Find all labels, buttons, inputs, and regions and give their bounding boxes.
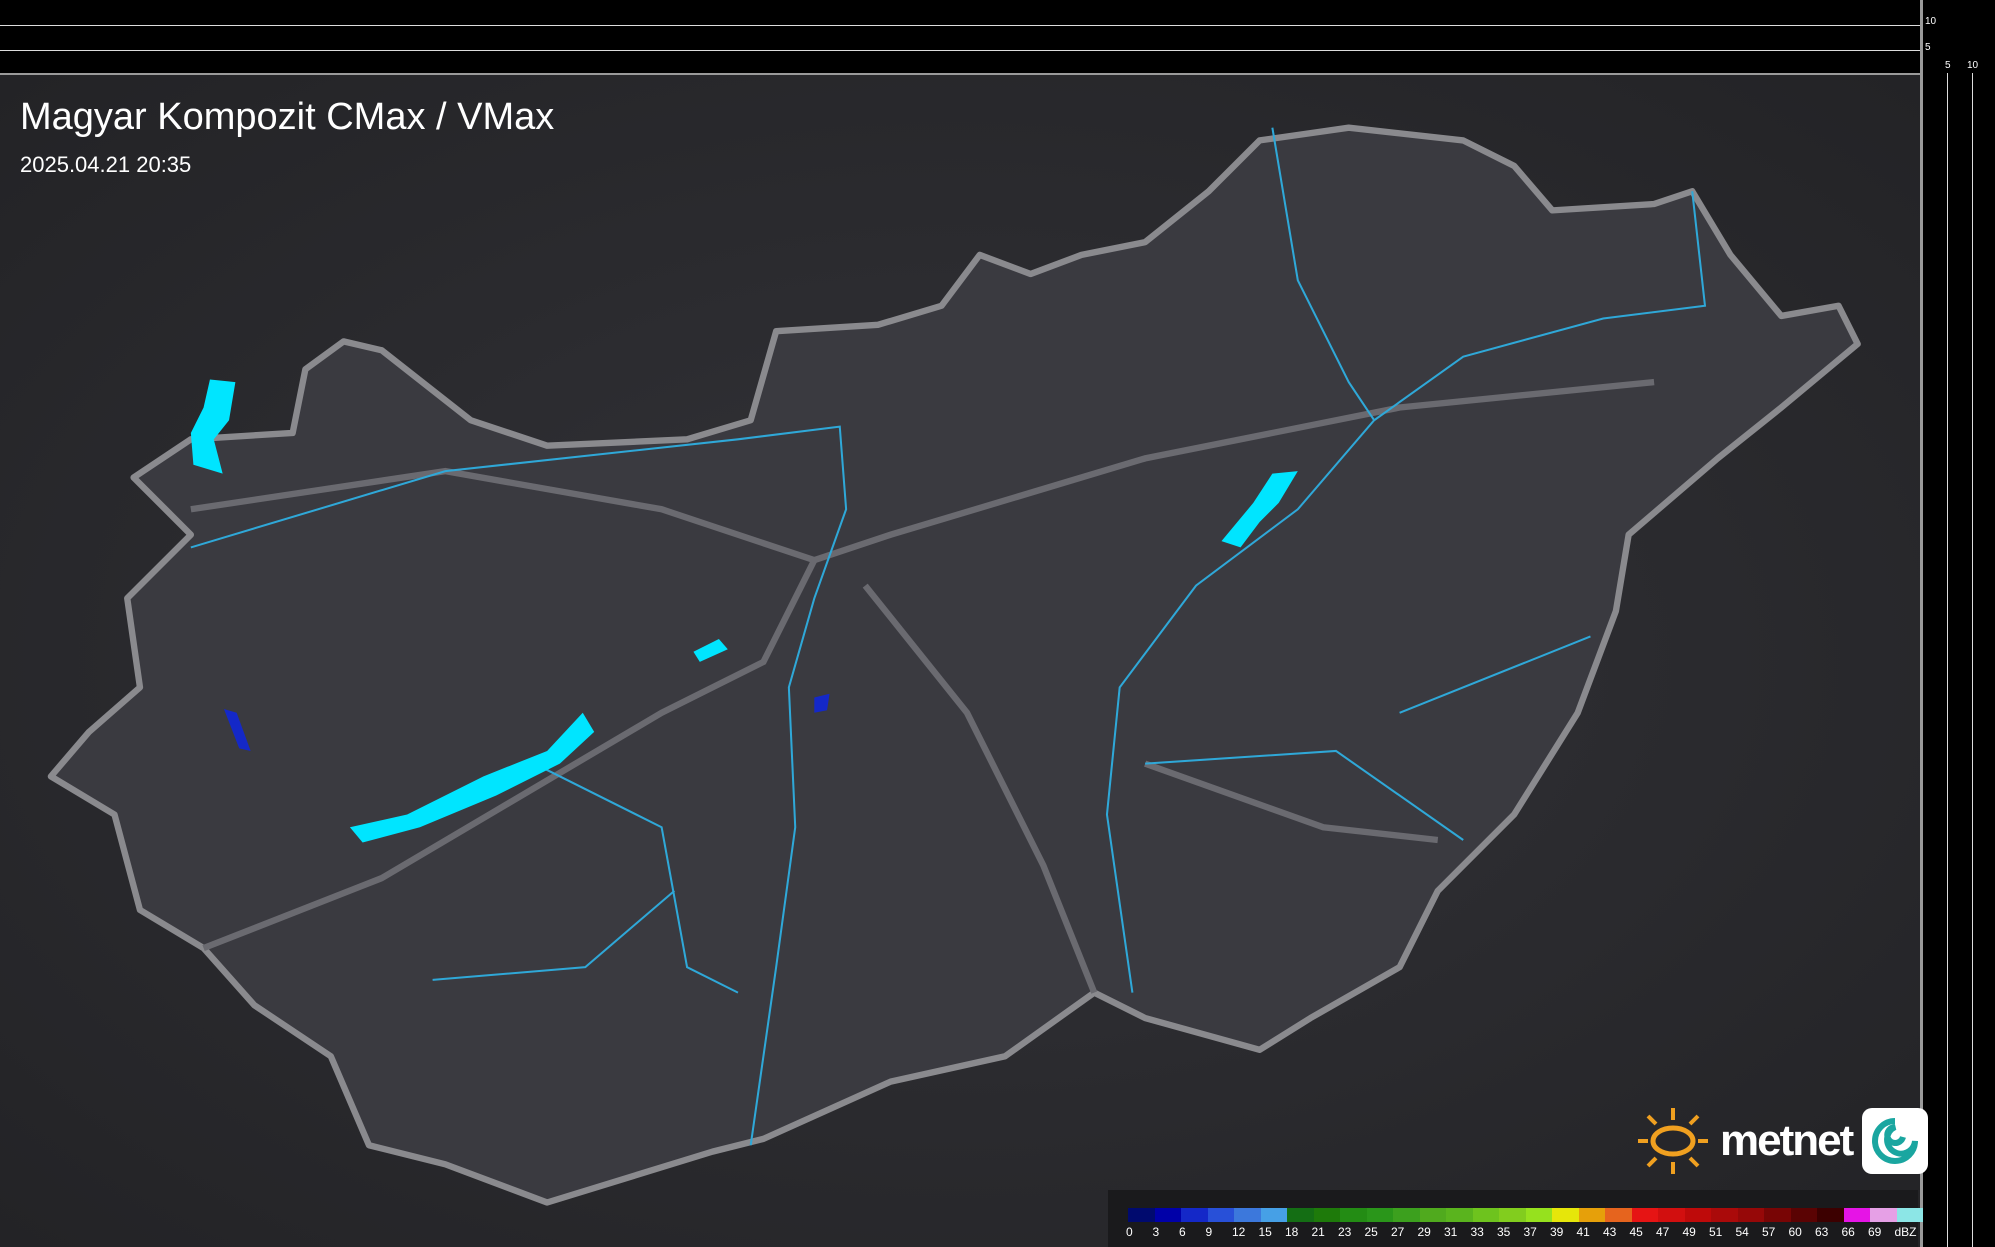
danube-river — [190, 425, 848, 1146]
legend-label: 12 — [1232, 1225, 1246, 1239]
legend-label: 60 — [1788, 1225, 1802, 1239]
legend-label: 49 — [1682, 1225, 1696, 1239]
right-tick-5: 5 — [1945, 60, 1951, 71]
legend-label: 43 — [1603, 1225, 1617, 1239]
precip-weak-1 — [223, 708, 251, 751]
legend-swatch — [1499, 1208, 1526, 1222]
legend-label: 0 — [1126, 1225, 1133, 1239]
legend-label: 47 — [1656, 1225, 1670, 1239]
precip-velence — [693, 639, 728, 662]
legend-label: 45 — [1629, 1225, 1643, 1239]
legend-label: 15 — [1258, 1225, 1272, 1239]
legend-swatches — [1128, 1208, 1923, 1222]
legend-label: 6 — [1179, 1225, 1186, 1239]
legend-label: 66 — [1841, 1225, 1855, 1239]
logo-text: metnet — [1720, 1116, 1854, 1165]
legend-label: 41 — [1576, 1225, 1590, 1239]
legend-swatch — [1128, 1208, 1155, 1222]
map-canvas — [0, 73, 1920, 1247]
precip-neusiedl — [190, 379, 236, 474]
dbz-legend: 0 3 6 9 12 15 18 21 23 25 27 29 31 33 35 37 39 41 43 45 47 49… — [1108, 1190, 1923, 1247]
map-title: Magyar Kompozit CMax / VMax — [20, 96, 555, 138]
legend-unit: dBZ — [1894, 1225, 1917, 1239]
legend-swatch — [1154, 1208, 1181, 1222]
legend-swatch — [1472, 1208, 1499, 1222]
legend-label: 31 — [1444, 1225, 1458, 1239]
top-tick-10: 10 — [1925, 16, 1937, 27]
legend-swatch — [1393, 1208, 1420, 1222]
legend-label: 57 — [1762, 1225, 1776, 1239]
scale-line-10 — [0, 25, 1920, 26]
legend-label: 29 — [1417, 1225, 1431, 1239]
legend-swatch — [1234, 1208, 1261, 1222]
legend-label: 25 — [1364, 1225, 1378, 1239]
legend-labels: 0 3 6 9 12 15 18 21 23 25 27 29 31 33 35 37 39 41 43 45 47 49… — [1126, 1225, 1923, 1239]
right-scale-bar: 10 5 5 10 — [1920, 0, 1995, 1247]
legend-swatch — [1287, 1208, 1314, 1222]
metnet-logo: metnet — [1636, 1104, 1929, 1178]
precip-weak-2 — [814, 693, 830, 713]
legend-swatch — [1578, 1208, 1605, 1222]
scale-vline-5 — [1947, 73, 1948, 1247]
tisza-river — [1105, 191, 1707, 993]
legend-swatch — [1605, 1208, 1632, 1222]
legend-swatch — [1525, 1208, 1552, 1222]
right-tick-10: 10 — [1967, 60, 1979, 71]
legend-swatch — [1737, 1208, 1764, 1222]
legend-swatch — [1790, 1208, 1817, 1222]
legend-swatch — [1843, 1208, 1870, 1222]
legend-label: 63 — [1815, 1225, 1829, 1239]
map-timestamp: 2025.04.21 20:35 — [20, 152, 192, 177]
roads — [190, 378, 1655, 994]
swirl-icon — [1862, 1108, 1929, 1174]
legend-swatch — [1181, 1208, 1208, 1222]
legend-swatch — [1207, 1208, 1234, 1222]
top-scale-bar — [0, 0, 1920, 75]
legend-label: 35 — [1497, 1225, 1511, 1239]
top-tick-5: 5 — [1925, 42, 1931, 53]
legend-label: 51 — [1709, 1225, 1723, 1239]
legend-swatch — [1446, 1208, 1473, 1222]
scale-line-5 — [0, 50, 1920, 51]
sun-icon — [1638, 1108, 1708, 1174]
legend-swatch — [1896, 1208, 1923, 1222]
precipitation — [190, 379, 1298, 843]
precip-tisza-lake — [1221, 471, 1298, 548]
scale-vline-10 — [1972, 73, 1973, 1247]
legend-swatch — [1340, 1208, 1367, 1222]
legend-label: 23 — [1338, 1225, 1352, 1239]
legend-swatch — [1419, 1208, 1446, 1222]
legend-label: 18 — [1285, 1225, 1299, 1239]
legend-label: 37 — [1523, 1225, 1537, 1239]
legend-swatch — [1260, 1208, 1287, 1222]
legend-label: 27 — [1391, 1225, 1405, 1239]
legend-swatch — [1684, 1208, 1711, 1222]
legend-label: 21 — [1311, 1225, 1325, 1239]
legend-label: 9 — [1205, 1225, 1213, 1239]
legend-swatch — [1658, 1208, 1685, 1222]
legend-label: 33 — [1470, 1225, 1484, 1239]
legend-swatch — [1366, 1208, 1393, 1222]
legend-swatch — [1631, 1208, 1658, 1222]
legend-swatch — [1870, 1208, 1897, 1222]
legend-swatch — [1711, 1208, 1738, 1222]
legend-label: 69 — [1868, 1225, 1882, 1239]
legend-label: 54 — [1735, 1225, 1749, 1239]
precip-balaton — [349, 712, 595, 843]
legend-swatch — [1552, 1208, 1579, 1222]
legend-swatch — [1817, 1208, 1844, 1222]
legend-swatch — [1313, 1208, 1340, 1222]
legend-swatch — [1764, 1208, 1791, 1222]
legend-label: 39 — [1550, 1225, 1564, 1239]
legend-label: 3 — [1152, 1225, 1160, 1239]
